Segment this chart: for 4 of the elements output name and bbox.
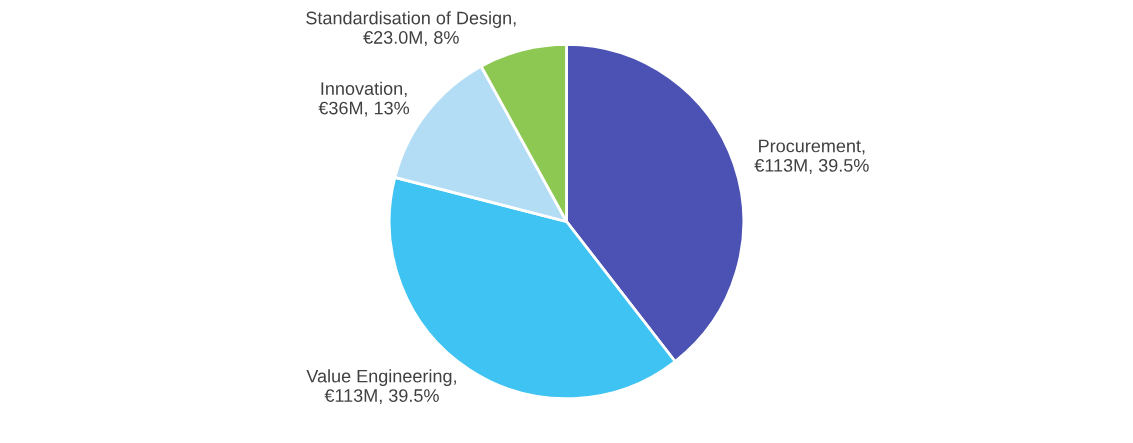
slice-label: Innovation, €36M, 13% — [318, 81, 410, 117]
slice-label: Value Engineering, €113M, 39.5% — [306, 369, 456, 405]
slice-label: Standardisation of Design, €23.0M, 8% — [306, 11, 516, 46]
slice-label: Procurement, €113M, 39.5% — [754, 139, 869, 174]
